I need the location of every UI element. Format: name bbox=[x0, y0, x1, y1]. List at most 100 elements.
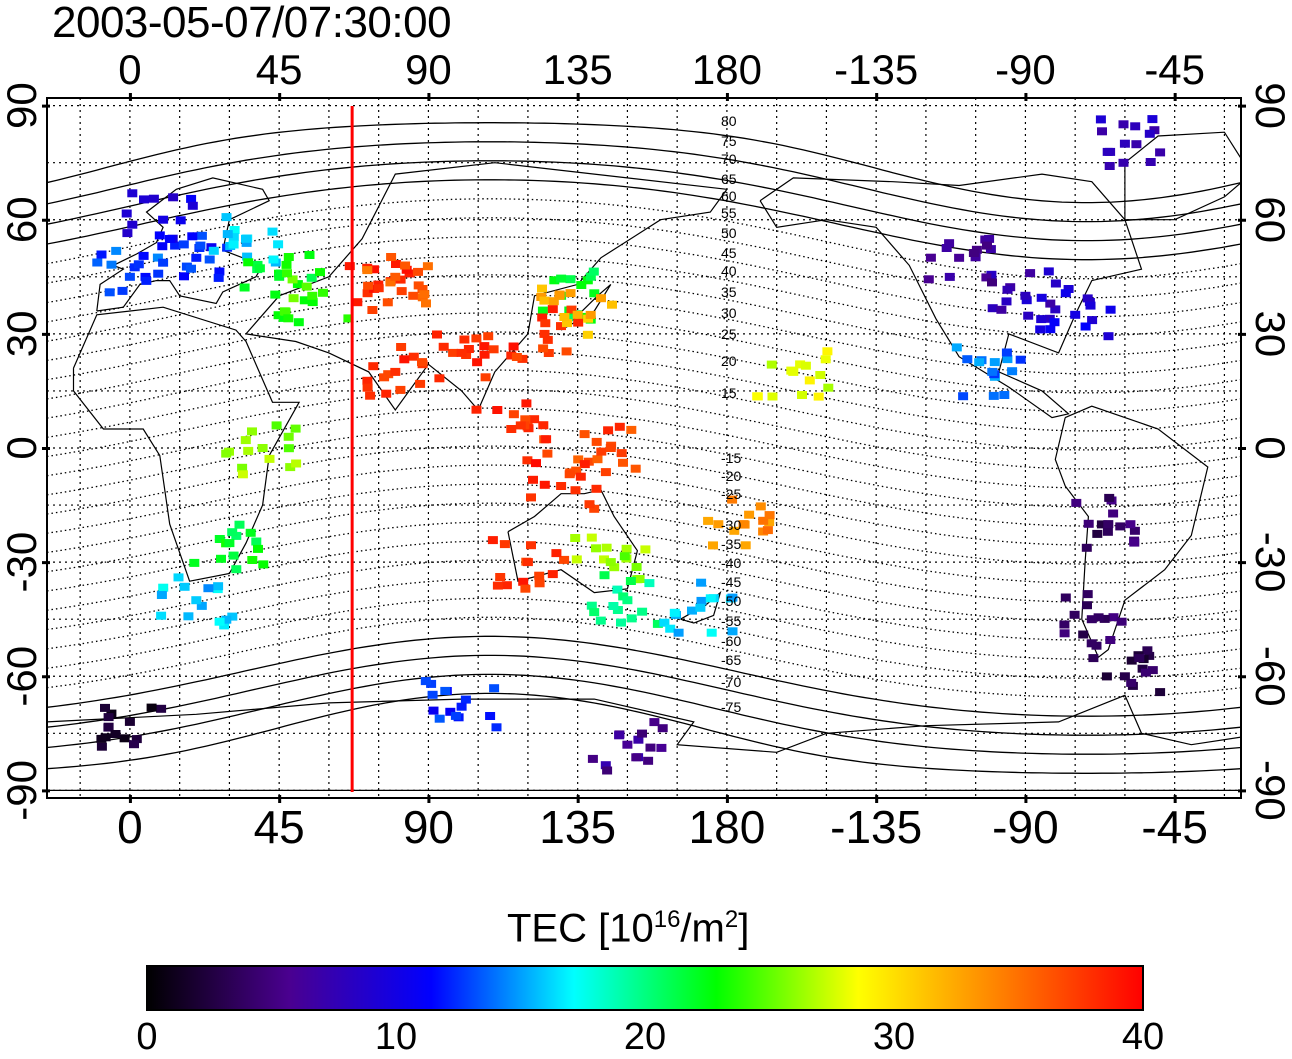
tec-pixel bbox=[100, 703, 110, 712]
tec-pixel bbox=[221, 449, 232, 458]
tec-pixel bbox=[1050, 279, 1061, 288]
tec-pixel bbox=[554, 290, 565, 299]
tec-pixel bbox=[489, 684, 500, 693]
maglat-contour bbox=[47, 692, 1241, 774]
tec-pixel bbox=[575, 472, 586, 481]
tec-pixel bbox=[96, 250, 107, 259]
colorbar-tick-20: 20 bbox=[623, 1016, 667, 1058]
tec-pixel bbox=[1093, 613, 1104, 622]
maglat-label: 35 bbox=[721, 284, 737, 300]
tec-pixel bbox=[290, 424, 301, 433]
tec-pixel bbox=[413, 281, 424, 290]
tec-pixel bbox=[1007, 367, 1018, 376]
tec-pixel bbox=[631, 563, 642, 571]
tec-pixel bbox=[1050, 305, 1061, 314]
colorbar-tick-10: 10 bbox=[374, 1016, 418, 1058]
left-lat-label: 30 bbox=[0, 311, 45, 358]
top-tick bbox=[725, 93, 729, 101]
maglat-label: 70 bbox=[721, 151, 737, 167]
bottom-tick bbox=[875, 795, 879, 803]
tec-pixel bbox=[491, 723, 502, 732]
right-lat-label: -60 bbox=[1247, 646, 1292, 707]
bottom-tick bbox=[576, 795, 580, 803]
tec-pixel bbox=[988, 391, 999, 400]
tec-pixel bbox=[618, 458, 628, 467]
tec-pixel bbox=[559, 313, 570, 321]
tec-point bbox=[1070, 310, 1081, 319]
tec-pixel bbox=[673, 628, 684, 637]
tec-pixel bbox=[196, 231, 207, 240]
tec-pixel bbox=[213, 273, 224, 282]
maglat-contour bbox=[47, 540, 1241, 622]
tec-pixel bbox=[529, 415, 540, 424]
tec-pixel bbox=[1104, 493, 1115, 502]
bottom-lon-label: 0 bbox=[117, 801, 143, 853]
tec-pixel bbox=[438, 342, 449, 351]
tec-cluster bbox=[506, 305, 584, 363]
tec-cluster bbox=[522, 456, 602, 513]
tec-pixel bbox=[432, 330, 442, 339]
left-lat-label: 60 bbox=[0, 196, 45, 243]
maglat-contour bbox=[47, 350, 1241, 432]
tec-cluster bbox=[1035, 285, 1116, 341]
top-tick bbox=[1173, 93, 1177, 101]
tec-pixel bbox=[186, 194, 197, 203]
tec-point bbox=[539, 329, 550, 338]
tec-pixel bbox=[571, 466, 582, 475]
maglat-contour bbox=[47, 635, 1241, 717]
tec-pixel bbox=[727, 627, 738, 636]
tec-point bbox=[158, 215, 169, 224]
tec-pixel bbox=[1129, 538, 1140, 547]
tec-pixel bbox=[1142, 646, 1153, 655]
maglat-label: -50 bbox=[721, 593, 741, 609]
tec-pixel bbox=[515, 421, 526, 430]
tec-pixel bbox=[705, 594, 716, 603]
tec-cluster bbox=[432, 330, 499, 383]
tec-pixel bbox=[696, 578, 707, 587]
tec-pixel bbox=[293, 318, 304, 327]
tec-pixel bbox=[110, 730, 121, 738]
tec-pixel bbox=[758, 516, 769, 525]
right-tick bbox=[1238, 561, 1246, 565]
tec-pixel bbox=[282, 269, 292, 278]
tec-pixel bbox=[386, 253, 397, 261]
tec-pixel bbox=[637, 729, 647, 738]
tec-pixel bbox=[656, 743, 667, 752]
tec-pixel bbox=[987, 304, 998, 313]
bottom-lon-label: -45 bbox=[1141, 801, 1207, 853]
top-lon-label: -45 bbox=[1144, 46, 1205, 93]
maglat-label: 60 bbox=[721, 188, 737, 204]
tec-cluster bbox=[487, 536, 570, 593]
frame-tick-bars bbox=[42, 93, 1246, 803]
top-tick bbox=[875, 93, 879, 101]
tec-pixel bbox=[273, 311, 284, 320]
right-tick bbox=[1238, 447, 1246, 450]
tec-pixel bbox=[480, 373, 491, 382]
coastline bbox=[72, 306, 301, 582]
tec-pixel bbox=[283, 432, 294, 441]
tec-pixel bbox=[96, 742, 107, 751]
tec-pixel bbox=[1083, 519, 1094, 528]
tec-cluster bbox=[570, 533, 651, 584]
bottom-tick bbox=[1173, 795, 1177, 803]
tec-pixel bbox=[982, 241, 992, 250]
tec-pixel bbox=[239, 283, 250, 292]
tec-pixel bbox=[528, 475, 538, 484]
tec-pixel bbox=[1155, 688, 1166, 697]
tec-pixel bbox=[539, 480, 550, 489]
tec-pixel bbox=[944, 239, 955, 248]
tec-pixel bbox=[586, 601, 597, 610]
tec-pixel bbox=[178, 240, 189, 249]
tec-pixel bbox=[619, 552, 630, 561]
tec-pixel bbox=[1155, 148, 1166, 157]
tec-pixel bbox=[766, 360, 777, 369]
tec-pixel bbox=[1118, 120, 1129, 129]
tec-pixel bbox=[511, 353, 522, 361]
bottom-lon-label: 135 bbox=[539, 801, 616, 853]
tec-pixel bbox=[1116, 617, 1127, 626]
tec-pixel bbox=[1001, 348, 1012, 357]
tec-pixel bbox=[944, 272, 955, 281]
tec-pixel bbox=[800, 361, 811, 370]
tec-cluster bbox=[273, 268, 354, 327]
maglat-contour bbox=[47, 179, 1241, 261]
